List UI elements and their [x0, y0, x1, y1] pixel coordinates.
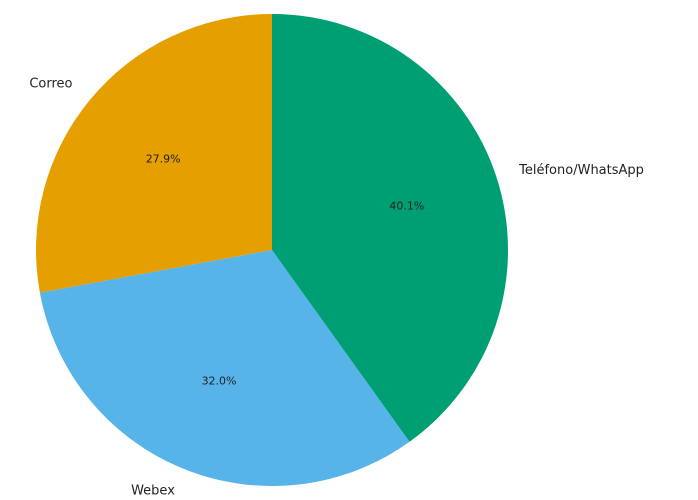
- pie-slice: [272, 14, 508, 442]
- slice-label: Correo: [29, 76, 72, 91]
- percent-label: 27.9%: [146, 152, 181, 165]
- slice-label: Webex: [131, 483, 175, 498]
- pie-slice: [35, 14, 272, 293]
- pie-slice: [39, 250, 410, 487]
- percent-label: 40.1%: [389, 200, 424, 213]
- percent-label: 32.0%: [202, 374, 237, 387]
- slice-label: Teléfono/WhatsApp: [518, 163, 644, 178]
